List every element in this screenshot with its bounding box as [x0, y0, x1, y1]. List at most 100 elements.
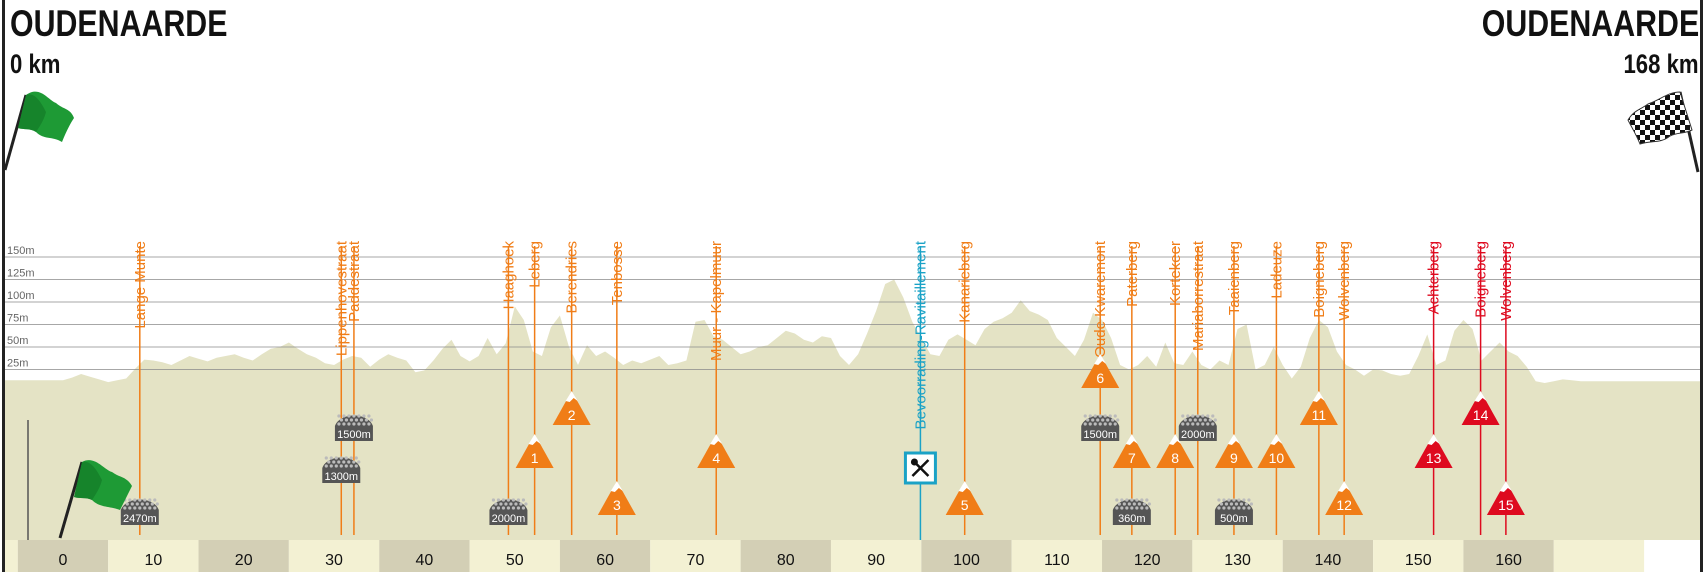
cobble-label-bg — [334, 426, 373, 441]
cobble-stone — [491, 506, 496, 510]
cobble-length: 1500m — [337, 429, 371, 441]
cobble-stone — [511, 506, 516, 510]
cobble-stone — [1224, 502, 1229, 506]
cobble-stone — [1208, 418, 1212, 422]
km-band — [108, 540, 199, 572]
cobble-stone — [1237, 498, 1241, 502]
cobble-stone — [1145, 498, 1149, 502]
cobble-stone — [496, 498, 501, 502]
cobble-stone — [1232, 506, 1236, 510]
cobble-stone — [1191, 414, 1195, 418]
finish-km: 168 km — [1623, 49, 1699, 79]
y-tick-label: 75m — [7, 313, 28, 325]
cobble-stone — [1088, 422, 1092, 426]
cobble-stone — [521, 506, 526, 510]
climb-badge: 11 — [1299, 391, 1338, 425]
cobble-stone — [339, 456, 343, 460]
marker-name: Boigneberg — [1311, 241, 1328, 318]
climb-badge: 6 — [1081, 354, 1120, 388]
cobble-stone — [1122, 502, 1126, 506]
mountain-snow — [1270, 434, 1283, 445]
km-band — [17, 540, 109, 572]
y-tick-label: 50m — [7, 335, 28, 347]
cobble-length: 1300m — [324, 471, 358, 483]
cobble-stone — [1103, 422, 1107, 426]
cobble-stone — [334, 456, 338, 460]
cobble-length: 2000m — [492, 513, 526, 525]
mountain-snow — [1169, 434, 1182, 445]
cobble-stone — [514, 502, 518, 506]
climb-number: 7 — [1128, 450, 1136, 466]
marker-name: Wolvenberg — [1498, 241, 1515, 321]
cobble-stone — [1103, 414, 1107, 418]
marker-name: Paterberg — [1124, 241, 1141, 307]
cobble-stone — [1101, 418, 1105, 422]
mountain-snow — [958, 481, 971, 492]
cobble-stone — [1181, 422, 1185, 426]
cobble-sector: 500m — [1214, 498, 1254, 525]
cobble-stone — [1244, 502, 1249, 506]
climb-badge: 5 — [945, 481, 984, 515]
climb-badge: 12 — [1325, 481, 1364, 515]
km-band — [1282, 540, 1374, 572]
cobble-stone — [1247, 506, 1251, 510]
mountain-snow — [610, 481, 623, 492]
cobble-label-bg — [1178, 426, 1217, 441]
climb-badge: 15 — [1486, 481, 1525, 515]
cobble-stone — [1130, 498, 1134, 502]
start-flag-bottom-icon — [58, 460, 132, 539]
km-band — [650, 540, 741, 572]
cobble-stone — [521, 498, 526, 502]
mountain-snow — [1125, 434, 1138, 445]
cobble-stone — [1115, 506, 1119, 510]
cobble-length: 500m — [1220, 513, 1248, 525]
y-tick-label: 25m — [7, 358, 28, 370]
cobble-stone — [1135, 498, 1139, 502]
marker-name: Haaghoek — [500, 241, 517, 310]
cobble-stone — [1108, 422, 1112, 426]
cobble-stone — [367, 422, 371, 426]
cobble-stone — [349, 418, 354, 422]
start-city: OUDENAARDE — [10, 3, 228, 44]
cobble-length: 2470m — [123, 513, 157, 525]
cobble-stone — [1117, 502, 1121, 506]
cobble-stone — [1232, 498, 1236, 502]
x-tick-label: 70 — [687, 552, 705, 569]
cobble-stone — [334, 464, 338, 468]
cobble-stone — [128, 498, 132, 502]
mountain-icon — [515, 434, 554, 468]
cobble-stone — [1201, 414, 1205, 418]
fork-stroke — [911, 459, 930, 477]
marker-name: Berendries — [564, 241, 581, 314]
cobble-stone — [1147, 502, 1151, 506]
mountain-icon — [1081, 354, 1120, 388]
climb-number: 6 — [1096, 370, 1104, 386]
cobble-stone — [1239, 502, 1244, 506]
cobble-stone — [347, 460, 351, 464]
cobble-stone — [143, 498, 147, 502]
mountain-snow — [528, 434, 541, 445]
mountain-snow — [710, 434, 723, 445]
cobble-stone — [1196, 414, 1200, 418]
cobble-length: 2000m — [1181, 429, 1215, 441]
x-tick-label: 0 — [59, 552, 68, 569]
km-band — [921, 540, 1012, 572]
marker-name: Wolvenberg — [1336, 241, 1353, 321]
cobble-stone — [1125, 506, 1129, 510]
x-tick-label: 110 — [1044, 552, 1070, 569]
cobble-stone — [329, 464, 333, 468]
climb-number: 12 — [1336, 497, 1352, 513]
mountain-icon — [1325, 481, 1364, 515]
terrain-area — [5, 279, 1700, 540]
climb-number: 14 — [1473, 407, 1489, 423]
cobble-stone — [342, 414, 346, 418]
cobble-stone — [496, 506, 501, 510]
km-band — [1553, 540, 1645, 572]
cobble-stone — [123, 506, 127, 510]
cobble-stone — [1247, 498, 1251, 502]
climb-badge: 3 — [597, 481, 636, 515]
cobble-stone — [1106, 418, 1110, 422]
cobble-stone — [1222, 506, 1226, 510]
